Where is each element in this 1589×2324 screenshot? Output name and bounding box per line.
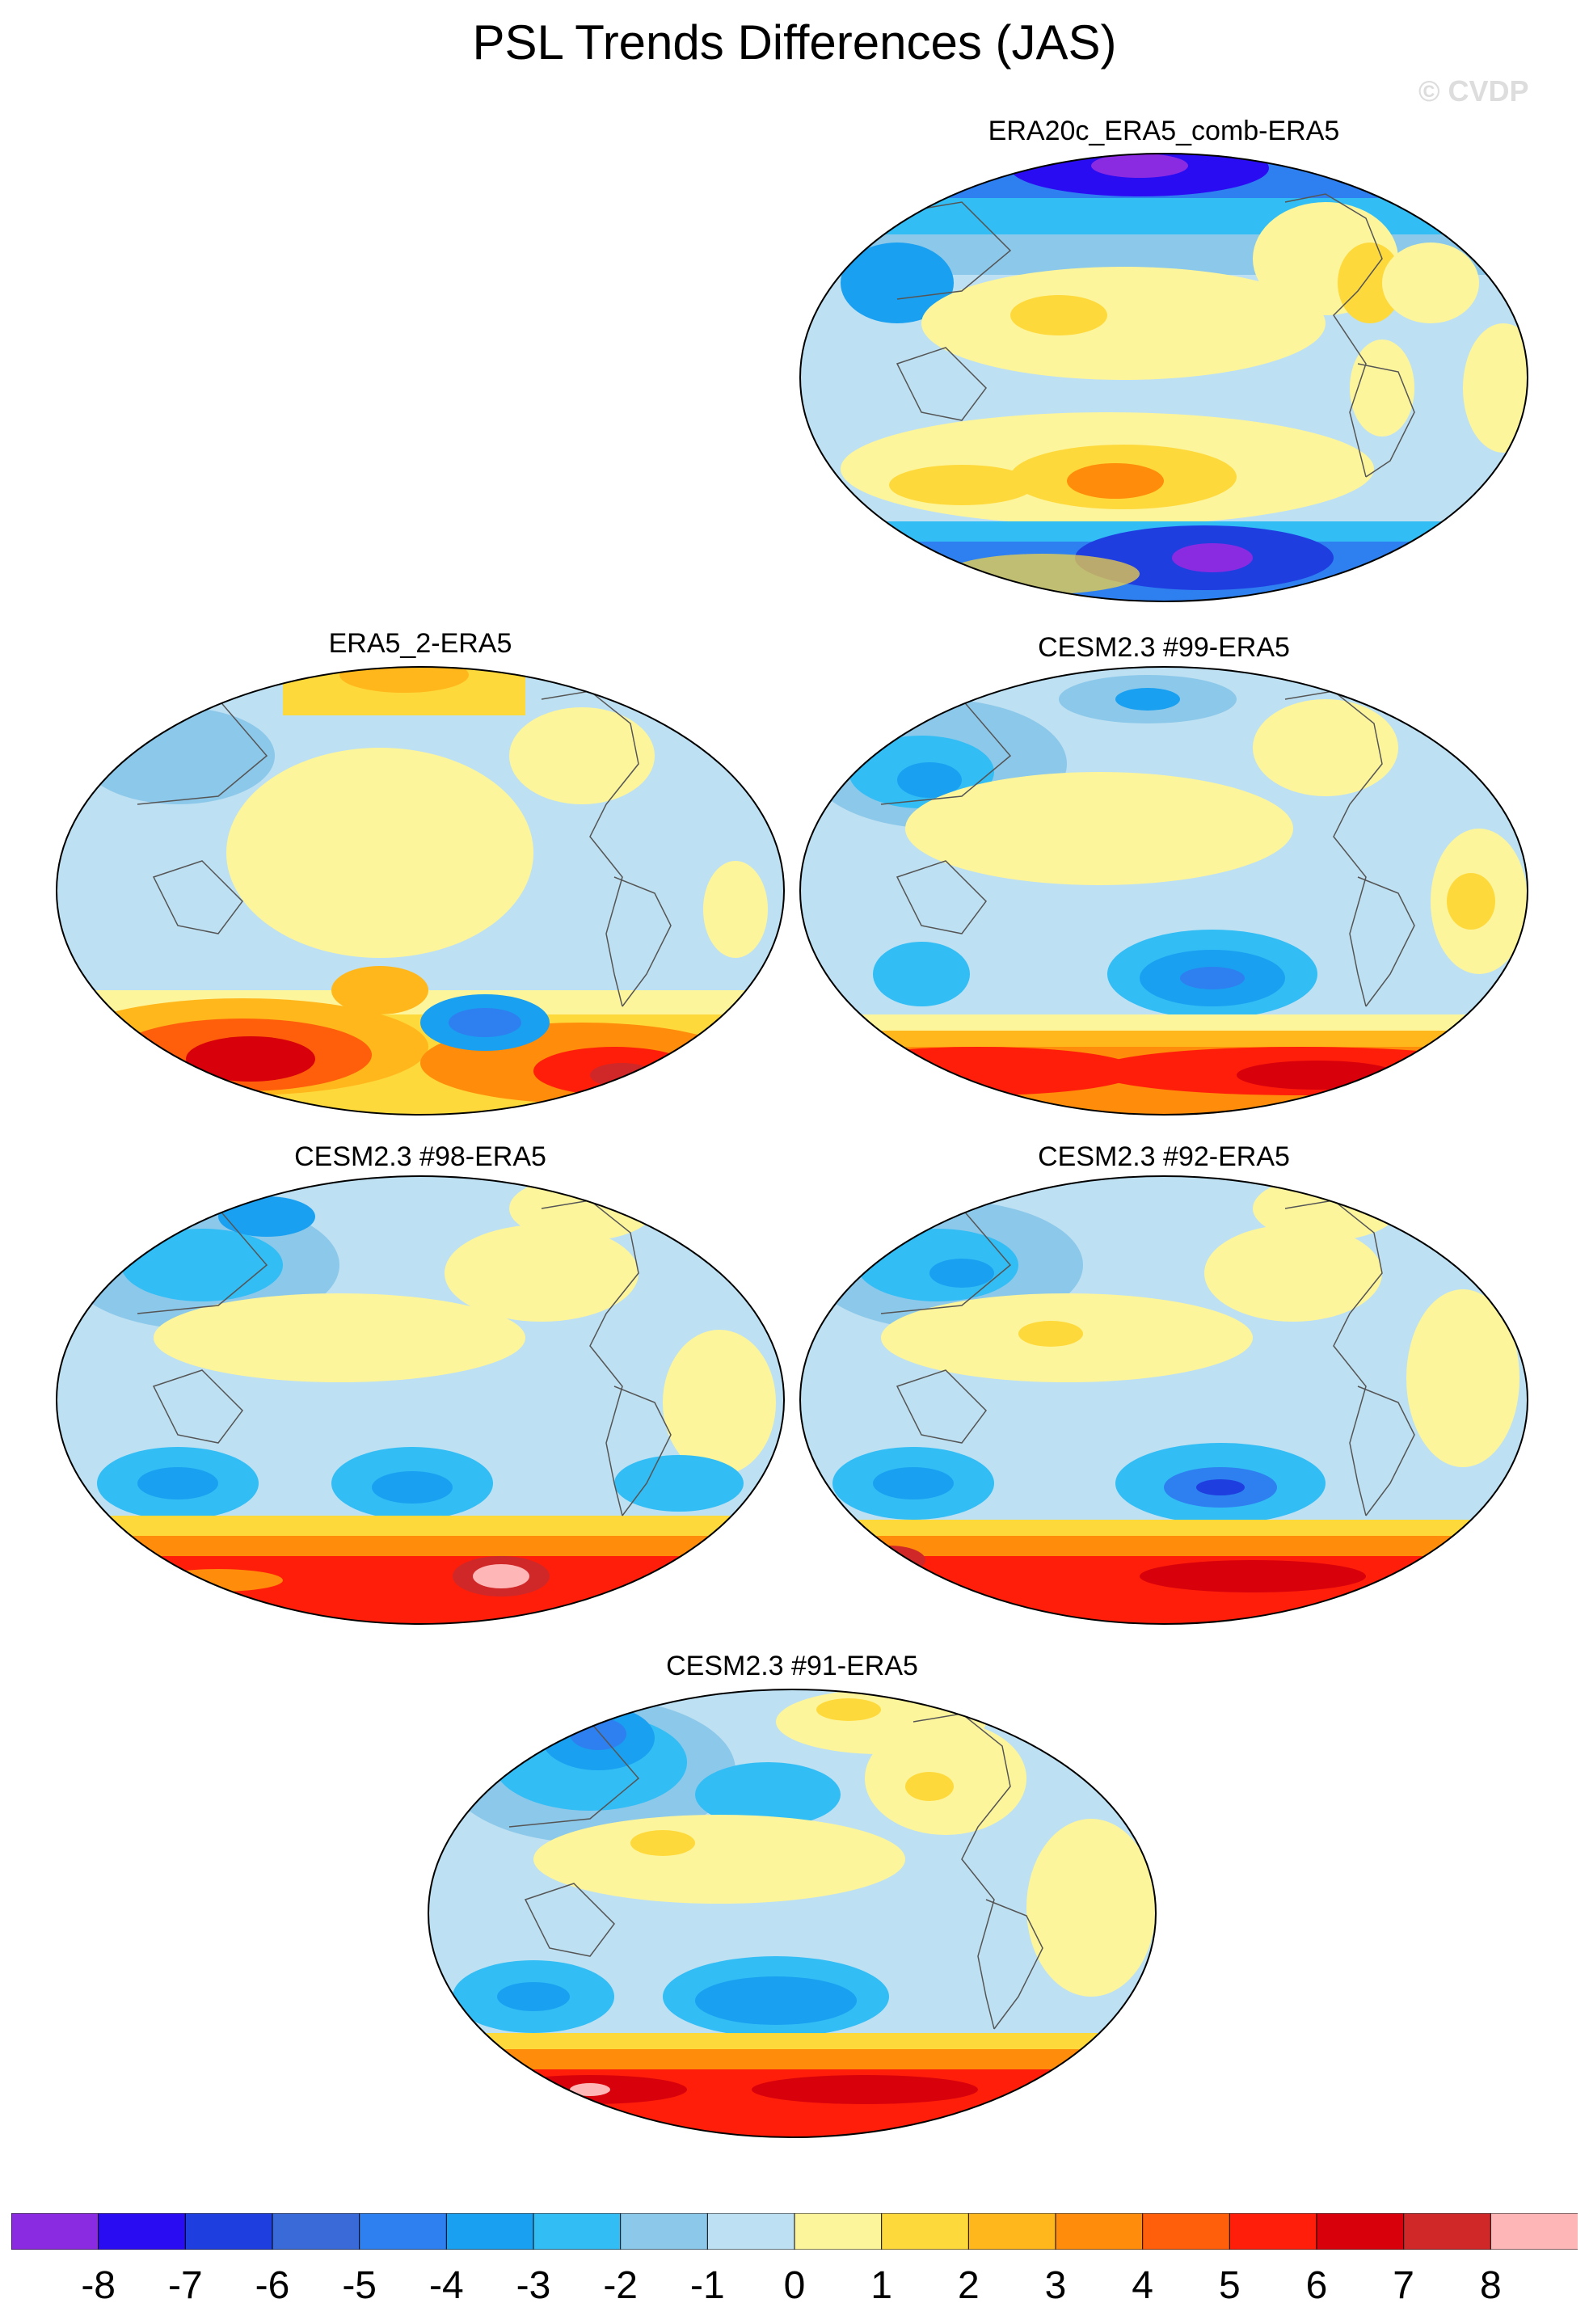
- panel-title-4: CESM2.3 #98-ERA5: [294, 1141, 546, 1172]
- colorbar-tick-label: -5: [342, 2264, 377, 2307]
- colorbar-tick-label: 6: [1305, 2264, 1328, 2307]
- map-panel-5: [799, 1175, 1528, 1625]
- panel-title-1: ERA20c_ERA5_comb-ERA5: [988, 116, 1340, 146]
- colorbar-tick-label: 0: [783, 2264, 806, 2307]
- colorbar: [11, 2213, 1578, 2250]
- colorbar-tick-label: -6: [255, 2264, 290, 2307]
- colorbar-tick-label: -4: [428, 2264, 464, 2307]
- colorbar-swatch: [1055, 2213, 1144, 2250]
- colorbar-swatch: [359, 2213, 448, 2250]
- colorbar-tick-label: 2: [957, 2264, 980, 2307]
- colorbar-tick-label: -1: [689, 2264, 725, 2307]
- watermark: © CVDP: [1418, 74, 1529, 108]
- colorbar-swatch: [11, 2213, 99, 2250]
- colorbar-swatch: [1229, 2213, 1317, 2250]
- colorbar-swatch: [881, 2213, 970, 2250]
- panel-title-3: CESM2.3 #99-ERA5: [1038, 632, 1290, 663]
- map-panel-1: [799, 153, 1528, 602]
- colorbar-swatch: [620, 2213, 709, 2250]
- colorbar-swatch: [98, 2213, 187, 2250]
- map-panel-2: [56, 666, 785, 1116]
- colorbar-swatch: [1142, 2213, 1231, 2250]
- colorbar-swatch: [1490, 2213, 1578, 2250]
- colorbar-swatch: [184, 2213, 273, 2250]
- colorbar-tick-label: 5: [1218, 2264, 1241, 2307]
- colorbar-tick-label: -8: [81, 2264, 116, 2307]
- colorbar-tick-label: -2: [603, 2264, 638, 2307]
- colorbar-swatch: [794, 2213, 883, 2250]
- colorbar-tick-label: 7: [1393, 2264, 1415, 2307]
- colorbar-swatch: [1316, 2213, 1405, 2250]
- colorbar-swatch: [967, 2213, 1056, 2250]
- map-panel-3: [799, 666, 1528, 1116]
- figure-title: PSL Trends Differences (JAS): [472, 15, 1117, 70]
- colorbar-tick-label: 3: [1044, 2264, 1067, 2307]
- panel-title-6: CESM2.3 #91-ERA5: [666, 1651, 918, 1681]
- map-panel-6: [428, 1689, 1157, 2138]
- colorbar-swatch: [272, 2213, 360, 2250]
- panel-title-5: CESM2.3 #92-ERA5: [1038, 1141, 1290, 1172]
- colorbar-swatch: [533, 2213, 622, 2250]
- colorbar-tick-label: 8: [1479, 2264, 1502, 2307]
- colorbar-tick-label: -7: [167, 2264, 203, 2307]
- colorbar-swatch: [706, 2213, 796, 2250]
- colorbar-swatch: [445, 2213, 535, 2250]
- map-panel-4: [56, 1175, 785, 1625]
- colorbar-tick-label: 4: [1132, 2264, 1154, 2307]
- colorbar-swatch: [1403, 2213, 1492, 2250]
- colorbar-tick-label: 1: [870, 2264, 893, 2307]
- panel-title-2: ERA5_2-ERA5: [328, 628, 512, 659]
- colorbar-tick-label: -3: [516, 2264, 551, 2307]
